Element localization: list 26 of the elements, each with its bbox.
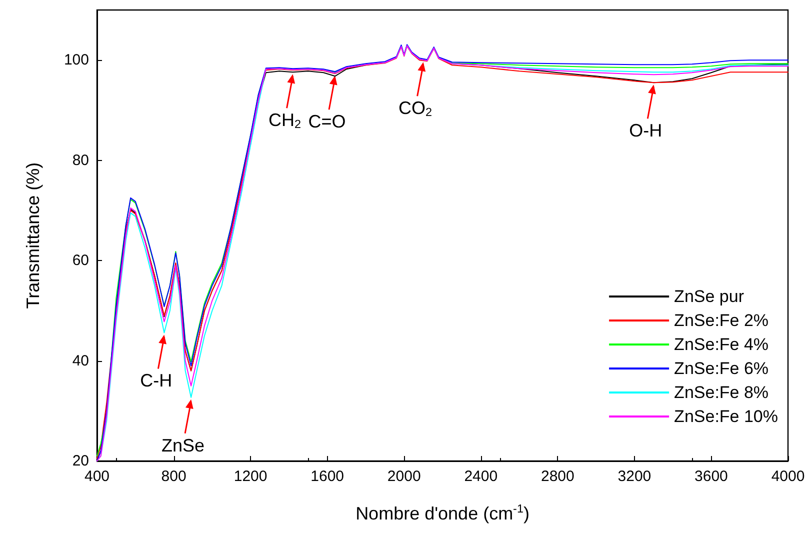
x-tick-label: 3200 (618, 468, 652, 485)
x-tick-label: 800 (161, 468, 186, 485)
x-tick-label: 4000 (771, 468, 805, 485)
y-tick-label: 100 (64, 52, 89, 69)
legend-label: ZnSe:Fe 2% (674, 311, 769, 330)
x-tick-label: 2000 (387, 468, 421, 485)
annotation: C-H (140, 370, 172, 391)
x-tick-label: 2800 (540, 468, 574, 485)
x-tick-label: 3600 (694, 468, 728, 485)
y-tick-label: 20 (72, 452, 89, 470)
annotation: ZnSe (162, 435, 205, 456)
annotation: C=O (308, 112, 346, 132)
y-tick-label: 40 (72, 352, 89, 370)
legend-label: ZnSe:Fe 8% (674, 383, 769, 402)
y-tick-label: 80 (72, 152, 89, 169)
y-tick-label: 60 (72, 252, 89, 270)
legend-label: ZnSe pur (674, 287, 744, 306)
x-tick-label: 400 (84, 468, 110, 485)
legend-label: ZnSe:Fe 4% (674, 335, 769, 354)
x-tick-label: 2400 (464, 468, 498, 485)
annotation: O-H (629, 120, 662, 141)
x-tick-label: 1600 (310, 468, 344, 485)
legend-label: ZnSe:Fe 6% (674, 359, 769, 378)
legend-label: ZnSe:Fe 10% (674, 407, 778, 426)
y-axis-title: Transmittance (%) (23, 162, 43, 309)
x-tick-label: 1200 (234, 468, 268, 485)
